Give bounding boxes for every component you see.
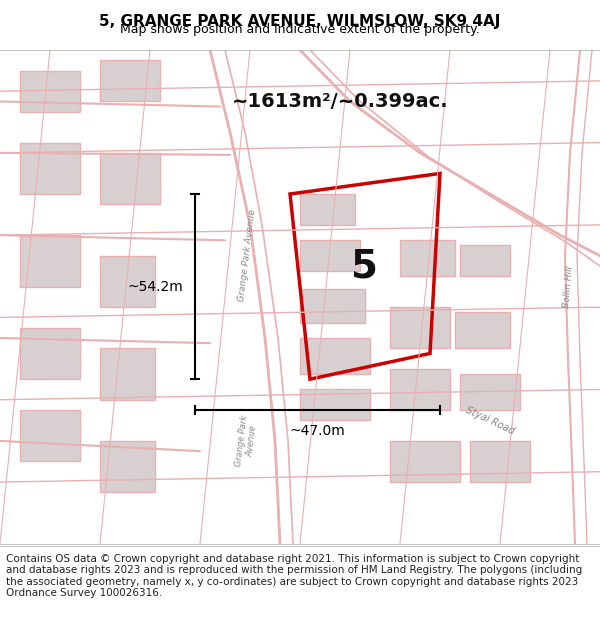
Polygon shape bbox=[300, 389, 370, 420]
Polygon shape bbox=[20, 328, 80, 379]
Text: 5, GRANGE PARK AVENUE, WILMSLOW, SK9 4AJ: 5, GRANGE PARK AVENUE, WILMSLOW, SK9 4AJ bbox=[100, 14, 500, 29]
Polygon shape bbox=[300, 240, 360, 271]
Polygon shape bbox=[20, 410, 80, 461]
Polygon shape bbox=[460, 246, 510, 276]
Polygon shape bbox=[390, 441, 460, 482]
Polygon shape bbox=[20, 71, 80, 112]
Polygon shape bbox=[460, 374, 520, 410]
Polygon shape bbox=[390, 369, 450, 410]
Polygon shape bbox=[20, 142, 80, 194]
Polygon shape bbox=[100, 348, 155, 400]
Text: 5: 5 bbox=[352, 247, 379, 285]
Polygon shape bbox=[400, 240, 455, 276]
Text: Grange Park
Avenue: Grange Park Avenue bbox=[234, 414, 260, 468]
Polygon shape bbox=[390, 307, 450, 348]
Polygon shape bbox=[300, 194, 355, 225]
Text: ~1613m²/~0.399ac.: ~1613m²/~0.399ac. bbox=[232, 92, 448, 111]
Text: ~54.2m: ~54.2m bbox=[127, 279, 183, 294]
Polygon shape bbox=[300, 289, 365, 322]
Polygon shape bbox=[100, 256, 155, 307]
Text: Bollin Hill: Bollin Hill bbox=[562, 265, 574, 308]
Polygon shape bbox=[455, 312, 510, 348]
Polygon shape bbox=[100, 153, 160, 204]
Text: Map shows position and indicative extent of the property.: Map shows position and indicative extent… bbox=[120, 23, 480, 36]
Text: Styal Road: Styal Road bbox=[464, 404, 516, 436]
Text: Grange Park Avenue: Grange Park Avenue bbox=[237, 209, 257, 302]
Polygon shape bbox=[100, 60, 160, 101]
Polygon shape bbox=[470, 441, 530, 482]
Text: ~47.0m: ~47.0m bbox=[290, 424, 346, 438]
Polygon shape bbox=[20, 235, 80, 287]
Text: Contains OS data © Crown copyright and database right 2021. This information is : Contains OS data © Crown copyright and d… bbox=[6, 554, 582, 598]
Polygon shape bbox=[100, 441, 155, 493]
Polygon shape bbox=[300, 338, 370, 374]
